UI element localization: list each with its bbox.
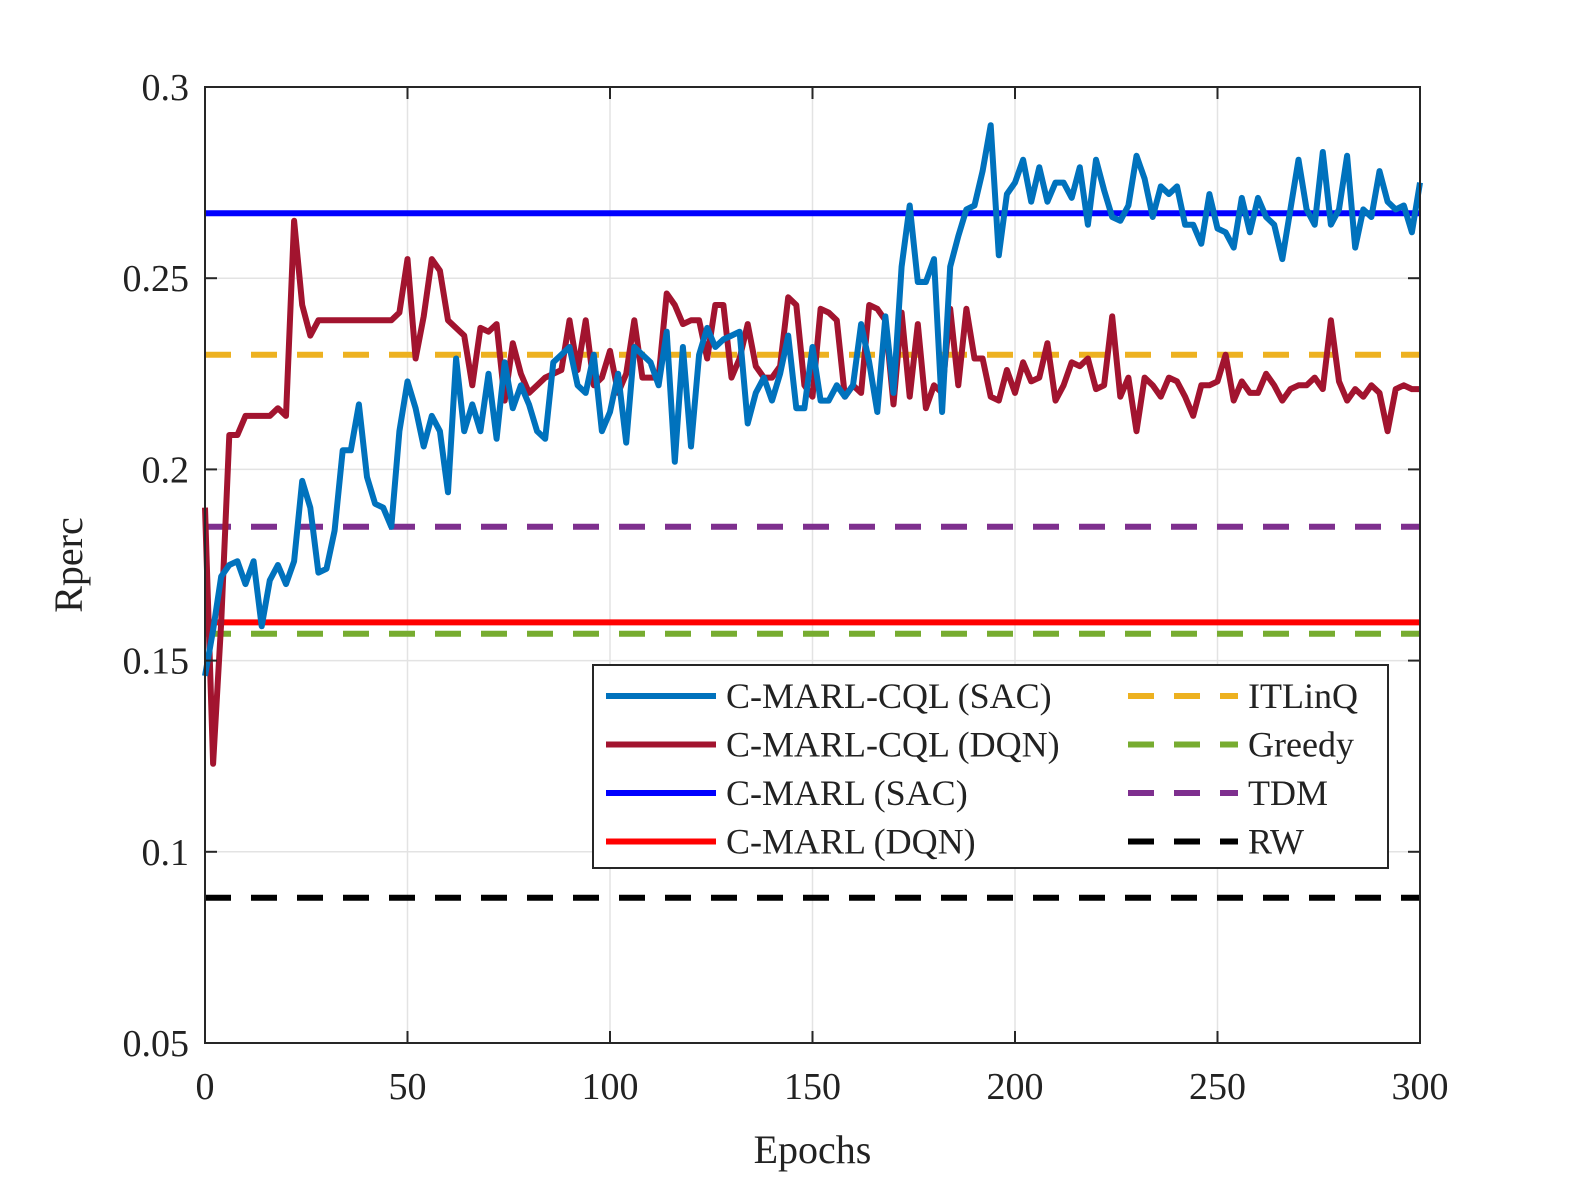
legend-label-tdm: TDM [1248, 773, 1328, 813]
y-tick-label: 0.3 [142, 67, 190, 109]
legend-box [592, 664, 1389, 869]
x-tick-label: 200 [987, 1066, 1044, 1108]
y-tick-label: 0.15 [123, 641, 190, 683]
legend-label-c-marl-dqn: C-MARL (DQN) [726, 822, 976, 862]
legend-label-rw: RW [1248, 822, 1304, 862]
series-line-c-marl-cql-dqn [202, 217, 1420, 767]
legend: C-MARL-CQL (SAC) C-MARL-CQL (DQN) C-MARL (… [592, 664, 1389, 869]
x-axis-label: Epochs [754, 1127, 872, 1172]
legend-label-itlinq: ITLinQ [1248, 676, 1358, 716]
x-tick-label: 150 [784, 1066, 841, 1108]
y-axis-label: Rperc [46, 517, 91, 613]
legend-label-greedy: Greedy [1248, 725, 1354, 765]
series-layer [202, 122, 1423, 901]
x-tick-label: 300 [1392, 1066, 1449, 1108]
x-tick-label: 50 [389, 1066, 427, 1108]
x-tick-label: 100 [582, 1066, 639, 1108]
legend-label-c-marl-cql-sac: C-MARL-CQL (SAC) [726, 676, 1052, 716]
series-line-c-marl-cql-sac [202, 122, 1423, 677]
ticks [204, 86, 1421, 1044]
tick-labels: 0 50 100 150 200 250 300 0.05 0.1 0.15 0.2 0.25 0.3 [123, 67, 1449, 1108]
y-tick-label: 0.05 [123, 1023, 190, 1065]
y-tick-label: 0.1 [142, 832, 190, 874]
y-tick-label: 0.2 [142, 449, 190, 491]
y-tick-label: 0.25 [123, 258, 190, 300]
x-tick-label: 0 [196, 1066, 215, 1108]
legend-label-c-marl-cql-dqn: C-MARL-CQL (DQN) [726, 725, 1060, 765]
x-tick-label: 250 [1189, 1066, 1246, 1108]
legend-label-c-marl-sac: C-MARL (SAC) [726, 773, 968, 813]
